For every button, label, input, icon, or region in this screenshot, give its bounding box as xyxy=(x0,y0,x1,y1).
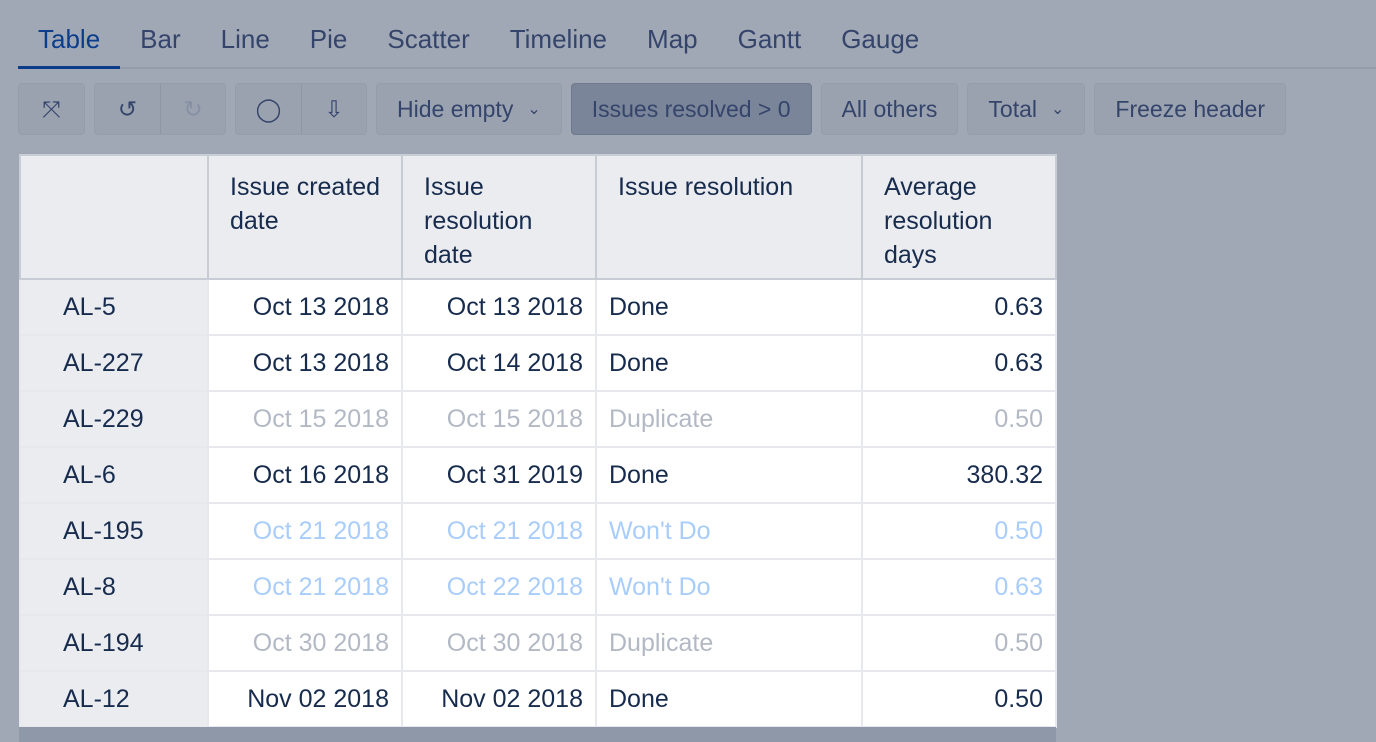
total-dropdown[interactable]: Total ⌄ xyxy=(968,84,1084,134)
tab-map[interactable]: Map xyxy=(647,24,698,54)
row-header[interactable]: AL-229 xyxy=(19,390,209,448)
redo-icon: ↻ xyxy=(183,95,203,122)
issues-resolved-filter-button[interactable]: Issues resolved > 0 xyxy=(591,95,791,122)
table-row: AL-12 Nov 02 2018 Nov 02 2018 Done 0.50 xyxy=(19,670,1057,728)
report-table: Issue created date Issue resolution date… xyxy=(19,154,1057,728)
resolution-cell: Won't Do xyxy=(595,502,863,560)
fullscreen-button[interactable]: ⤧ xyxy=(19,84,84,134)
table-row: AL-6 Oct 16 2018 Oct 31 2019 Done 380.32 xyxy=(19,446,1057,504)
total-label: Total xyxy=(988,95,1038,122)
undo-button[interactable]: ↺ xyxy=(95,84,160,134)
avg-days-cell: 0.50 xyxy=(861,614,1057,672)
avg-days-cell: 0.63 xyxy=(861,334,1057,392)
undo-icon: ↺ xyxy=(117,95,138,122)
tab-timeline[interactable]: Timeline xyxy=(509,24,608,54)
tab-bar[interactable]: Bar xyxy=(140,24,181,54)
comment-button[interactable]: ◯ xyxy=(236,84,301,134)
redo-button[interactable]: ↻ xyxy=(160,84,225,134)
chevron-down-icon: ⌄ xyxy=(527,101,541,118)
hide-empty-label: Hide empty xyxy=(397,95,514,122)
table-footer xyxy=(19,727,1056,742)
created-date-cell: Oct 16 2018 xyxy=(207,446,403,504)
created-date-cell: Oct 21 2018 xyxy=(207,558,403,616)
created-date-cell: Oct 13 2018 xyxy=(207,334,403,392)
row-header[interactable]: AL-194 xyxy=(19,614,209,672)
tab-table[interactable]: Table xyxy=(18,0,121,69)
created-date-cell: Nov 02 2018 xyxy=(207,670,403,728)
row-header[interactable]: AL-5 xyxy=(19,278,209,336)
row-header[interactable]: AL-8 xyxy=(19,558,209,616)
chevron-down-icon: ⌄ xyxy=(1051,101,1065,118)
tab-gauge[interactable]: Gauge xyxy=(841,24,920,54)
expand-icon: ⤧ xyxy=(42,95,61,122)
export-button[interactable]: ⇩ xyxy=(301,84,366,134)
row-header[interactable]: AL-12 xyxy=(19,670,209,728)
created-date-cell: Oct 15 2018 xyxy=(207,390,403,448)
tab-gantt[interactable]: Gantt xyxy=(737,24,802,54)
created-date-cell: Oct 30 2018 xyxy=(207,614,403,672)
resolution-date-cell: Nov 02 2018 xyxy=(401,670,597,728)
resolution-date-cell: Oct 21 2018 xyxy=(401,502,597,560)
resolution-cell: Done xyxy=(595,278,863,336)
resolution-date-cell: Oct 31 2019 xyxy=(401,446,597,504)
resolution-date-cell: Oct 14 2018 xyxy=(401,334,597,392)
resolution-cell: Done xyxy=(595,334,863,392)
created-date-cell: Oct 13 2018 xyxy=(207,278,403,336)
comment-icon: ◯ xyxy=(255,95,282,122)
download-icon: ⇩ xyxy=(324,95,344,122)
avg-days-cell: 380.32 xyxy=(861,446,1057,504)
table-row: AL-194 Oct 30 2018 Oct 30 2018 Duplicate 0.5… xyxy=(19,614,1057,672)
column-header-avg-days[interactable]: Average resolution days xyxy=(861,154,1057,280)
tab-line[interactable]: Line xyxy=(220,24,270,54)
table-row: AL-227 Oct 13 2018 Oct 14 2018 Done 0.63 xyxy=(19,334,1057,392)
avg-days-cell: 0.50 xyxy=(861,390,1057,448)
table-row: AL-229 Oct 15 2018 Oct 15 2018 Duplicate 0.5… xyxy=(19,390,1057,448)
table-row: AL-8 Oct 21 2018 Oct 22 2018 Won't Do 0.63 xyxy=(19,558,1057,616)
column-header-created[interactable]: Issue created date xyxy=(207,154,403,280)
freeze-header-button[interactable]: Freeze header xyxy=(1115,95,1266,122)
created-date-cell: Oct 21 2018 xyxy=(207,502,403,560)
tab-scatter[interactable]: Scatter xyxy=(387,24,470,54)
avg-days-cell: 0.63 xyxy=(861,558,1057,616)
column-header-resolution-date[interactable]: Issue resolution date xyxy=(401,154,597,280)
table-row: AL-5 Oct 13 2018 Oct 13 2018 Done 0.63 xyxy=(19,278,1057,336)
all-others-button[interactable]: All others xyxy=(841,95,938,122)
chart-type-tabs: Table Bar Line Pie Scatter Timeline Map … xyxy=(18,0,1376,69)
resolution-cell: Done xyxy=(595,670,863,728)
resolution-cell: Won't Do xyxy=(595,558,863,616)
table-row: AL-195 Oct 21 2018 Oct 21 2018 Won't Do 0.50 xyxy=(19,502,1057,560)
tab-pie[interactable]: Pie xyxy=(309,24,348,54)
resolution-cell: Duplicate xyxy=(595,614,863,672)
row-header[interactable]: AL-195 xyxy=(19,502,209,560)
resolution-date-cell: Oct 13 2018 xyxy=(401,278,597,336)
hide-empty-dropdown[interactable]: Hide empty ⌄ xyxy=(377,84,561,134)
column-header-resolution[interactable]: Issue resolution xyxy=(595,154,863,280)
resolution-cell: Done xyxy=(595,446,863,504)
row-header[interactable]: AL-227 xyxy=(19,334,209,392)
corner-header xyxy=(19,154,209,280)
row-header[interactable]: AL-6 xyxy=(19,446,209,504)
resolution-cell: Duplicate xyxy=(595,390,863,448)
avg-days-cell: 0.50 xyxy=(861,502,1057,560)
resolution-date-cell: Oct 22 2018 xyxy=(401,558,597,616)
resolution-date-cell: Oct 15 2018 xyxy=(401,390,597,448)
resolution-date-cell: Oct 30 2018 xyxy=(401,614,597,672)
toolbar: ⤧ ↺ ↻ ◯ ⇩ Hide empty ⌄ Issues resolved > … xyxy=(18,83,1287,135)
avg-days-cell: 0.63 xyxy=(861,278,1057,336)
avg-days-cell: 0.50 xyxy=(861,670,1057,728)
